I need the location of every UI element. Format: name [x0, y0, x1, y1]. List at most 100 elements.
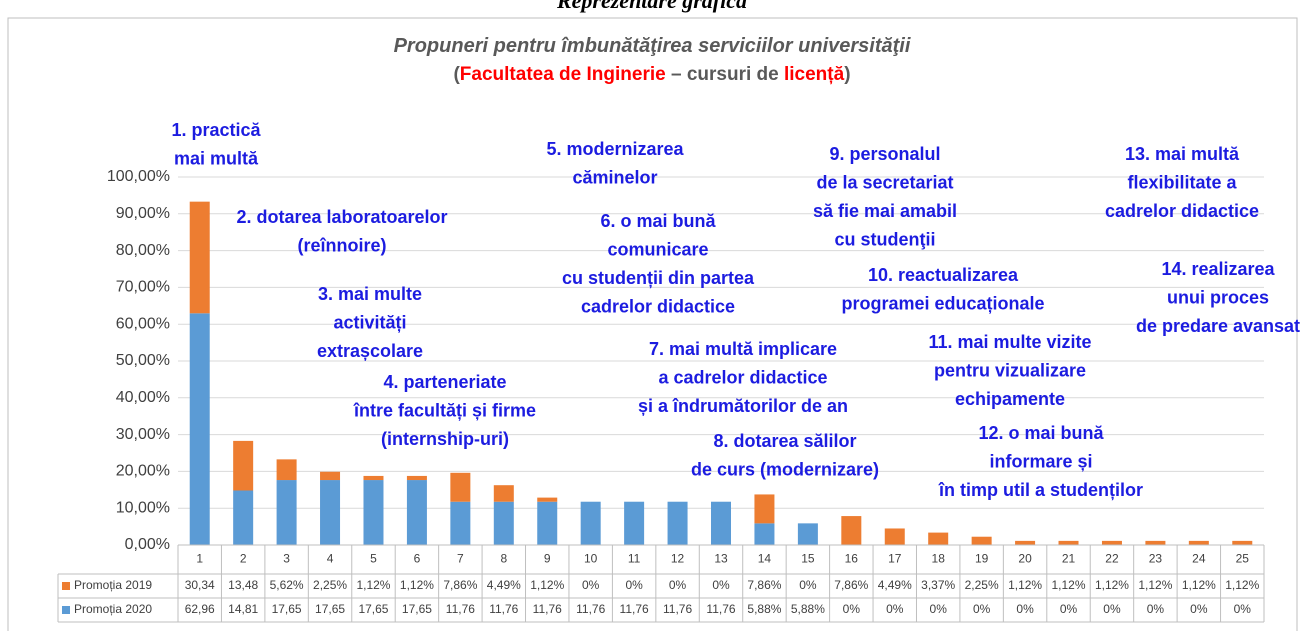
annotation: de predare avansat	[1136, 316, 1300, 336]
bar-segment	[1232, 540, 1253, 545]
bar-segment	[667, 501, 688, 545]
table-value: 1,12%	[1008, 578, 1042, 592]
y-tick-label: 60,00%	[116, 315, 170, 332]
annotation: 11. mai multe vizite	[928, 332, 1091, 352]
bar-segment	[450, 501, 471, 545]
table-value: 7,86%	[443, 578, 477, 592]
bar-segment	[580, 501, 601, 545]
bar-segment	[971, 536, 992, 545]
annotation: informare și	[989, 451, 1092, 471]
x-tick-label: 22	[1105, 552, 1119, 566]
annotation: de curs (modernizare)	[691, 459, 879, 479]
annotation: flexibilitate a	[1127, 172, 1237, 192]
bar-segment	[189, 313, 210, 545]
table-value: 62,96	[185, 602, 215, 616]
x-tick-label: 5	[370, 552, 377, 566]
bar-segment	[363, 475, 384, 481]
table-value: 11,76	[446, 602, 475, 616]
x-tick-label: 18	[932, 552, 946, 566]
annotation: 7. mai multă implicare	[649, 339, 837, 359]
table-value: 0%	[973, 602, 991, 616]
bar-segment	[363, 480, 384, 545]
table-value: 11,76	[706, 602, 735, 616]
x-tick-label: 14	[758, 552, 772, 566]
x-tick-label: 19	[975, 552, 989, 566]
x-tick-label: 11	[628, 552, 641, 566]
annotation: unui proces	[1167, 287, 1269, 307]
table-value: 4,49%	[878, 578, 912, 592]
bar-segment	[276, 480, 297, 545]
x-tick-label: 20	[1018, 552, 1032, 566]
annotation: să fie mai amabil	[813, 201, 957, 221]
table-value: 14,81	[228, 602, 258, 616]
annotation: 2. dotarea laboratoarelor	[236, 207, 447, 227]
bar-segment	[406, 475, 427, 481]
x-tick-label: 17	[888, 552, 902, 566]
y-tick-label: 40,00%	[116, 389, 170, 406]
x-tick-label: 6	[414, 552, 421, 566]
annotation: comunicare	[607, 239, 708, 259]
bar-segment	[624, 501, 645, 545]
annotation: căminelor	[572, 167, 657, 187]
annotation: (internship-uri)	[381, 429, 509, 449]
bar-segment	[1145, 540, 1166, 545]
y-tick-label: 70,00%	[116, 279, 170, 296]
annotation: 9. personalul	[829, 144, 940, 164]
x-tick-label: 3	[283, 552, 290, 566]
table-value: 0%	[712, 578, 730, 592]
annotation: extrașcolare	[317, 341, 423, 361]
table-value: 11,76	[663, 602, 692, 616]
y-tick-label: 90,00%	[116, 205, 170, 222]
annotation: cadrelor didactice	[1105, 201, 1259, 221]
table-value: 0%	[669, 578, 687, 592]
x-tick-label: 4	[327, 552, 334, 566]
bar-segment	[320, 471, 341, 481]
table-value: 5,88%	[747, 602, 781, 616]
annotation: 8. dotarea sălilor	[713, 431, 856, 451]
bar-segment	[233, 440, 254, 491]
bar-segment	[1015, 540, 1036, 545]
bar-segment	[189, 201, 210, 314]
annotation: cadrelor didactice	[581, 296, 735, 316]
table-value: 0%	[799, 578, 817, 592]
x-tick-label: 2	[240, 552, 247, 566]
bar-segment	[406, 480, 427, 545]
table-value: 17,65	[358, 602, 388, 616]
bar-segment	[841, 516, 862, 545]
annotation: a cadrelor didactice	[658, 367, 827, 387]
bar-segment	[537, 501, 558, 545]
annotation: 13. mai multă	[1125, 144, 1240, 164]
table-value: 30,34	[185, 578, 215, 592]
annotation: 3. mai multe	[318, 284, 422, 304]
legend-swatch	[62, 582, 70, 590]
table-value: 2,25%	[313, 578, 347, 592]
x-tick-label: 9	[544, 552, 551, 566]
table-value: 3,37%	[921, 578, 955, 592]
annotation: pentru vizualizare	[934, 360, 1086, 380]
table-value: 11,76	[489, 602, 518, 616]
annotation: cu studenții din partea	[562, 268, 755, 288]
table-value: 1,12%	[1138, 578, 1172, 592]
table-value: 0%	[1103, 602, 1121, 616]
bar-segment	[797, 523, 818, 545]
chart-subtitle: (Facultatea de Inginerie – cursuri de li…	[453, 64, 850, 85]
table-value: 4,49%	[487, 578, 521, 592]
x-tick-label: 16	[845, 552, 859, 566]
table-value: 5,62%	[270, 578, 304, 592]
table-value: 0%	[582, 578, 600, 592]
table-value: 0%	[1190, 602, 1208, 616]
x-tick-label: 15	[801, 552, 815, 566]
bar-segment	[1058, 540, 1079, 545]
bar-segment	[884, 528, 905, 545]
bar-segment	[1188, 540, 1209, 545]
annotation: 5. modernizarea	[546, 139, 684, 159]
bar-segment	[537, 497, 558, 502]
annotation: între facultăți și firme	[353, 400, 536, 420]
y-tick-label: 30,00%	[116, 426, 170, 443]
annotation: 10. reactualizarea	[868, 265, 1019, 285]
subtitle-part: )	[844, 64, 850, 85]
y-tick-label: 0,00%	[125, 536, 170, 553]
annotation: 12. o mai bună	[978, 423, 1104, 443]
annotation: 14. realizarea	[1161, 259, 1275, 279]
